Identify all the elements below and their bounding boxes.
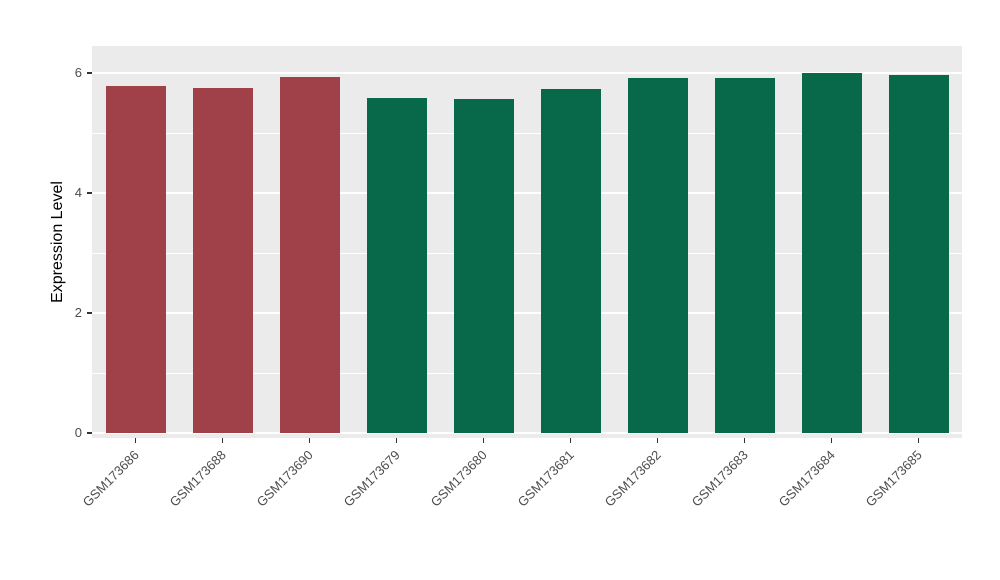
bar-GSM173683	[714, 77, 775, 433]
y-tick-label: 0	[74, 425, 82, 440]
x-tick-mark	[134, 438, 137, 443]
gridline-major	[92, 312, 962, 314]
bar-GSM173682	[627, 77, 688, 433]
y-tick-mark	[87, 312, 92, 314]
gridline-minor	[92, 132, 962, 134]
bar-GSM173681	[540, 89, 601, 433]
bar-GSM173686	[105, 86, 166, 433]
x-tick-mark	[743, 438, 746, 443]
y-tick-mark	[87, 72, 92, 74]
y-tick-mark	[87, 432, 92, 434]
bar-GSM173685	[888, 75, 949, 433]
x-tick-mark	[395, 438, 398, 443]
gridline-major	[92, 72, 962, 74]
x-tick-mark	[221, 438, 224, 443]
y-tick-label: 2	[74, 305, 82, 320]
bar-GSM173679	[366, 98, 427, 433]
y-tick-label: 6	[74, 65, 82, 80]
y-tick-label: 4	[74, 185, 82, 200]
x-tick-mark	[308, 438, 311, 443]
bar-GSM173684	[801, 73, 862, 433]
bar-GSM173680	[453, 99, 514, 433]
x-tick-mark	[656, 438, 659, 443]
y-axis-title: Expression Level	[49, 181, 66, 303]
gridline-major	[92, 192, 962, 194]
x-tick-mark	[917, 438, 920, 443]
y-tick-mark	[87, 192, 92, 194]
gridline-minor	[92, 372, 962, 374]
x-tick-mark	[482, 438, 485, 443]
x-tick-mark	[830, 438, 833, 443]
x-tick-label-GSM173685: GSM173685	[862, 447, 925, 510]
bar-GSM173688	[192, 88, 253, 433]
gridline-minor	[92, 252, 962, 254]
bar-GSM173690	[279, 77, 340, 433]
plot-panel	[92, 46, 962, 438]
x-tick-mark	[569, 438, 572, 443]
gridline-major	[92, 432, 962, 434]
